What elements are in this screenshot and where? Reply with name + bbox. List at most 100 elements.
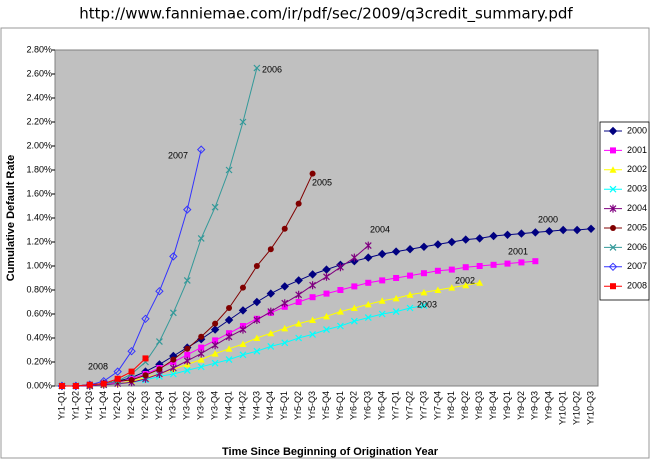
x-tick-label: Yr2-Q4 bbox=[154, 391, 164, 420]
data-point bbox=[392, 308, 400, 316]
data-point bbox=[308, 270, 317, 279]
data-point bbox=[156, 366, 163, 373]
data-point bbox=[350, 317, 358, 325]
data-point bbox=[253, 263, 260, 269]
y-tick-label: 1.40% bbox=[26, 212, 52, 222]
data-point bbox=[295, 200, 302, 207]
x-tick-label: Yr10-Q1 bbox=[558, 391, 568, 425]
data-point bbox=[475, 234, 484, 243]
x-tick-label: Yr2-Q1 bbox=[112, 391, 122, 420]
data-point bbox=[309, 294, 316, 301]
data-point bbox=[406, 291, 414, 298]
data-point bbox=[267, 307, 275, 316]
x-tick-label: Yr9-Q1 bbox=[502, 391, 512, 420]
x-tick-label: Yr4-Q3 bbox=[251, 391, 261, 420]
legend-label: 2000 bbox=[627, 125, 647, 135]
legend-marker bbox=[609, 243, 617, 251]
legend-marker bbox=[608, 262, 618, 272]
legend-marker bbox=[609, 185, 617, 193]
data-point bbox=[323, 312, 330, 320]
annotation: 2006 bbox=[262, 64, 282, 74]
data-point bbox=[405, 244, 415, 254]
plot-area bbox=[54, 49, 599, 387]
x-tick-label: Yr6-Q3 bbox=[363, 391, 373, 420]
data-point bbox=[183, 205, 192, 214]
legend-label: 2001 bbox=[627, 145, 647, 155]
data-point bbox=[518, 259, 525, 266]
data-point bbox=[504, 260, 511, 267]
legend-label: 2007 bbox=[627, 261, 647, 271]
x-tick-label: Yr9-Q4 bbox=[544, 391, 554, 420]
data-point bbox=[184, 351, 191, 358]
data-point bbox=[183, 276, 191, 284]
data-point bbox=[155, 338, 163, 346]
legend-label: 2004 bbox=[627, 203, 647, 213]
x-tick-label: Yr10-Q2 bbox=[571, 391, 581, 425]
data-point bbox=[226, 305, 233, 311]
data-point bbox=[253, 347, 261, 355]
x-tick-label: Yr5-Q1 bbox=[279, 391, 289, 420]
data-point bbox=[447, 237, 457, 247]
data-point bbox=[239, 340, 247, 347]
y-tick-label: 1.20% bbox=[26, 236, 52, 246]
x-tick-label: Yr1-Q1 bbox=[56, 391, 66, 420]
data-point bbox=[211, 203, 219, 211]
data-point bbox=[183, 356, 191, 365]
data-point bbox=[407, 272, 414, 279]
data-point bbox=[169, 364, 177, 372]
legend-box bbox=[599, 121, 650, 301]
y-tick-label: 0.20% bbox=[26, 356, 52, 366]
x-tick-label: Yr5-Q3 bbox=[307, 391, 317, 420]
y-tick-label: 1.80% bbox=[26, 164, 52, 174]
y-tick-label: 0.80% bbox=[26, 284, 52, 294]
annotation: 2000 bbox=[538, 214, 558, 224]
data-point bbox=[281, 225, 288, 232]
data-point bbox=[433, 240, 443, 249]
annotation: 2003 bbox=[417, 299, 437, 309]
data-point bbox=[350, 304, 358, 311]
data-point bbox=[210, 325, 220, 334]
y-tick-label: 1.00% bbox=[26, 260, 52, 270]
data-point bbox=[253, 334, 261, 341]
x-tick-label: Yr7-Q4 bbox=[432, 391, 442, 420]
data-point bbox=[420, 270, 427, 277]
data-point bbox=[239, 325, 247, 334]
legend-marker bbox=[610, 147, 616, 154]
data-point bbox=[225, 332, 233, 341]
data-point bbox=[170, 356, 177, 363]
x-tick-label: Yr5-Q2 bbox=[293, 391, 303, 420]
data-point bbox=[128, 368, 135, 375]
data-point bbox=[295, 299, 302, 305]
data-point bbox=[531, 228, 540, 237]
annotation: 2005 bbox=[312, 177, 332, 187]
x-tick-label: Yr8-Q2 bbox=[460, 391, 470, 420]
data-point bbox=[489, 231, 498, 241]
data-point bbox=[197, 349, 205, 358]
x-tick-label: Yr10-Q3 bbox=[585, 391, 595, 425]
data-point bbox=[336, 308, 344, 315]
data-point bbox=[155, 286, 164, 296]
data-point bbox=[448, 284, 456, 291]
x-tick-label: Yr3-Q1 bbox=[168, 391, 178, 420]
data-point bbox=[448, 266, 455, 273]
data-point bbox=[295, 290, 303, 299]
x-tick-label: Yr8-Q4 bbox=[488, 391, 498, 420]
x-axis-label: Time Since Beginning of Origination Year bbox=[222, 446, 439, 458]
data-point bbox=[558, 225, 568, 235]
data-point bbox=[377, 249, 387, 259]
legend-marker bbox=[609, 204, 617, 213]
legend-marker bbox=[609, 166, 617, 173]
x-tick-label: Yr4-Q1 bbox=[223, 391, 233, 420]
legend-label: 2003 bbox=[627, 184, 647, 194]
data-point bbox=[336, 322, 344, 330]
data-point bbox=[434, 286, 442, 293]
legend-label: 2002 bbox=[627, 164, 647, 174]
data-point bbox=[365, 279, 372, 286]
data-point bbox=[224, 315, 234, 325]
y-axis-label: Cumulative Default Rate bbox=[5, 155, 17, 282]
data-point bbox=[198, 344, 205, 351]
data-point bbox=[406, 304, 414, 312]
data-point bbox=[378, 297, 386, 304]
data-point bbox=[379, 277, 386, 284]
data-point bbox=[337, 287, 344, 293]
